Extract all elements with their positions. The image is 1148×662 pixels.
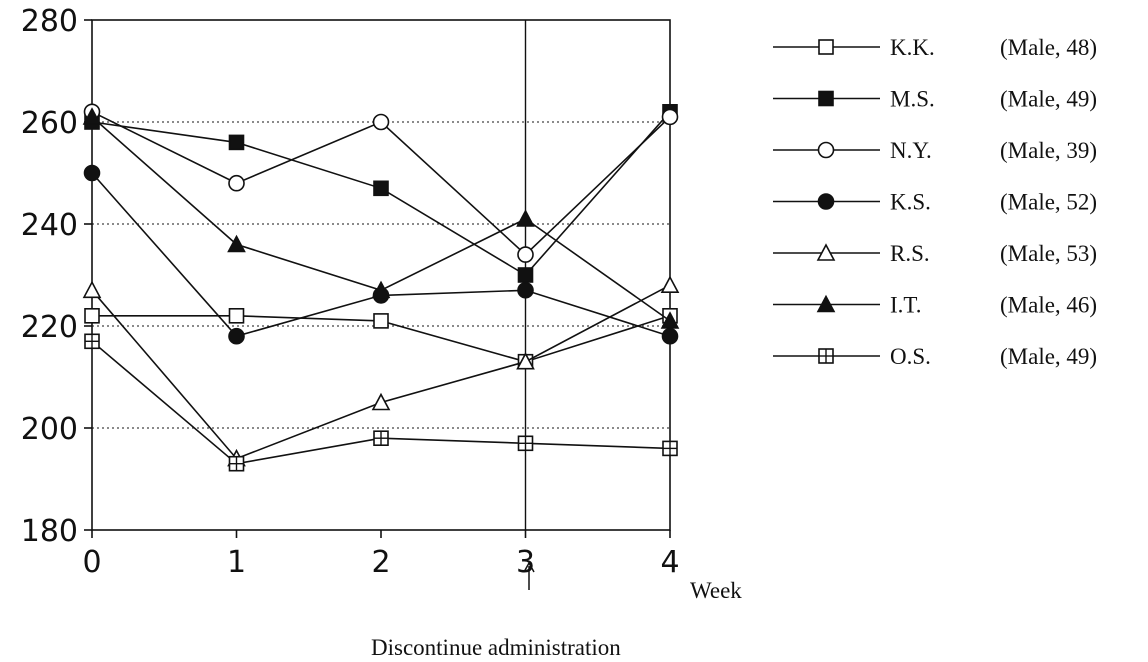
series-layer xyxy=(82,103,680,472)
series-os xyxy=(84,333,678,472)
series-ny xyxy=(83,103,679,263)
axis-layer: 180 200 220 240 260 280 0 1 2 3 4 xyxy=(21,4,680,580)
discontinue-annotation: Discontinue administration xyxy=(371,635,621,660)
legend-label: O.S. xyxy=(890,344,931,369)
point-os xyxy=(373,430,389,447)
legend-item-kk: K.K. (Male, 48) xyxy=(773,35,1097,60)
point-it xyxy=(516,209,535,227)
point-rs xyxy=(516,352,535,370)
point-it xyxy=(82,107,102,125)
point-ms xyxy=(228,134,245,151)
point-it xyxy=(227,234,246,253)
legend-item-os: O.S. (Male, 49) xyxy=(773,344,1097,369)
x-tick-label: 1 xyxy=(227,545,246,580)
point-ms xyxy=(517,267,534,283)
point-it xyxy=(371,280,391,299)
grid-layer xyxy=(92,121,670,429)
point-rs xyxy=(371,392,391,411)
legend-note: (Male, 48) xyxy=(1000,35,1097,60)
point-ny xyxy=(517,246,534,263)
legend-label: I.T. xyxy=(890,293,922,318)
point-ks xyxy=(517,281,534,299)
legend-note: (Male, 53) xyxy=(1000,241,1097,266)
legend-marker-rs xyxy=(816,243,836,261)
legend-item-ny: N.Y. (Male, 39) xyxy=(773,138,1097,163)
plot-frame xyxy=(91,19,671,531)
point-kk xyxy=(84,307,100,324)
point-ks xyxy=(228,327,245,345)
y-tick-label: 260 xyxy=(21,106,78,141)
point-it xyxy=(660,311,680,329)
point-ny xyxy=(228,174,245,192)
point-os xyxy=(662,440,678,457)
legend-marker-kk xyxy=(818,39,834,55)
point-rs xyxy=(82,280,102,299)
point-os xyxy=(228,455,245,472)
discontinue-arrow xyxy=(523,561,535,590)
series-line-ks xyxy=(91,172,671,338)
x-tick-label: 2 xyxy=(371,545,390,580)
legend-marker-ms xyxy=(818,90,834,107)
legend-marker-os xyxy=(818,348,834,364)
legend-item-it: I.T. (Male, 46) xyxy=(773,293,1097,318)
legend-label: M.S. xyxy=(890,87,935,112)
legend-item-rs: R.S. (Male, 53) xyxy=(773,241,1097,266)
y-tick-label: 220 xyxy=(21,310,78,345)
point-ms xyxy=(373,180,389,197)
x-tick-label: 4 xyxy=(660,545,679,580)
x-tick-label: 3 xyxy=(516,545,535,580)
point-rs xyxy=(660,275,680,293)
y-tick-label: 280 xyxy=(21,4,78,39)
legend-note: (Male, 52) xyxy=(1000,190,1097,215)
legend-note: (Male, 49) xyxy=(1000,344,1097,369)
legend-note: (Male, 49) xyxy=(1000,87,1097,112)
legend: K.K. (Male, 48) M.S. (Male, 49) N.Y. (Male, 3… xyxy=(773,35,1097,369)
point-kk xyxy=(228,307,245,324)
point-ny xyxy=(661,108,679,126)
point-os xyxy=(84,333,100,350)
y-tick-label: 240 xyxy=(21,208,78,243)
legend-note: (Male, 46) xyxy=(1000,293,1097,318)
legend-marker-ks xyxy=(817,193,835,210)
y-tick-label: 180 xyxy=(21,514,78,549)
y-tick-label: 200 xyxy=(21,412,78,447)
series-ms xyxy=(84,104,678,283)
legend-label: R.S. xyxy=(890,241,930,266)
legend-marker-ny xyxy=(817,141,835,159)
point-os xyxy=(517,435,534,452)
point-ks xyxy=(83,164,101,182)
legend-label: N.Y. xyxy=(890,138,932,163)
legend-note: (Male, 39) xyxy=(1000,138,1097,163)
series-kk xyxy=(84,307,678,370)
point-ks xyxy=(661,327,679,345)
legend-item-ms: M.S. (Male, 49) xyxy=(773,87,1097,112)
point-ny xyxy=(372,113,390,131)
legend-label: K.S. xyxy=(890,190,931,215)
x-axis-label: Week xyxy=(690,578,742,603)
point-kk xyxy=(373,313,389,329)
legend-marker-it xyxy=(816,294,836,313)
x-tick-label: 0 xyxy=(82,545,101,580)
legend-label: K.K. xyxy=(890,35,935,60)
series-it xyxy=(82,107,680,329)
legend-item-ks: K.S. (Male, 52) xyxy=(773,190,1097,215)
